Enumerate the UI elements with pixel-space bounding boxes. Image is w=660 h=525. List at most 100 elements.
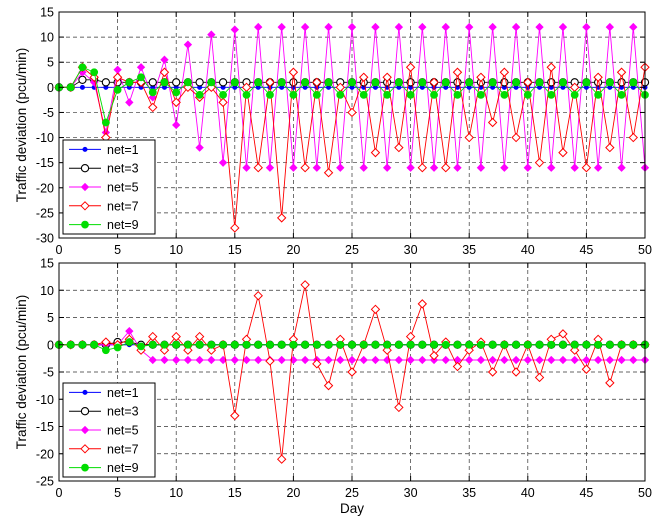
data-point	[323, 380, 334, 391]
legend-item: net=5	[69, 424, 139, 438]
data-point	[418, 78, 427, 87]
data-point	[535, 78, 544, 87]
data-point	[465, 355, 474, 365]
data-point	[148, 78, 157, 87]
data-point	[582, 78, 591, 87]
data-point	[148, 355, 157, 365]
data-point	[254, 78, 263, 87]
data-point	[336, 90, 345, 99]
legend-marker	[80, 164, 90, 173]
data-point	[171, 97, 181, 108]
data-point	[629, 78, 638, 87]
data-point	[207, 30, 216, 39]
data-point	[324, 355, 333, 365]
legend-item: net=3	[69, 162, 139, 176]
data-point	[500, 340, 509, 349]
legend-label: net=9	[107, 218, 139, 232]
data-point	[336, 355, 345, 365]
data-point	[394, 22, 404, 32]
x-tick-label: 50	[638, 243, 652, 257]
data-point	[160, 340, 169, 349]
data-point	[594, 340, 603, 349]
data-point	[312, 163, 322, 172]
legend-marker	[80, 444, 90, 454]
y-axis-label: Traffic deviation (pcu/min)	[14, 295, 29, 450]
y-tick-label: -25	[36, 206, 54, 220]
legend-item: net=7	[69, 442, 139, 456]
data-point	[253, 290, 263, 301]
y-tick-label: 10	[40, 31, 54, 45]
data-point	[405, 331, 416, 342]
x-tick-label: 35	[462, 243, 476, 257]
y-tick-label: -10	[36, 393, 54, 407]
data-point	[418, 355, 427, 365]
data-point	[394, 78, 403, 87]
data-point	[523, 90, 532, 99]
data-point	[453, 340, 462, 349]
x-tick-label: 15	[228, 486, 242, 500]
data-point	[218, 78, 228, 87]
data-point	[371, 78, 380, 87]
data-point	[289, 163, 298, 172]
legend-label: net=3	[107, 405, 139, 419]
data-point	[382, 72, 392, 82]
data-point	[78, 75, 87, 84]
data-point	[558, 147, 568, 158]
data-point	[277, 355, 286, 365]
data-point	[476, 355, 486, 365]
data-point	[593, 72, 603, 82]
data-point	[488, 340, 497, 349]
data-point	[406, 340, 415, 349]
data-point	[582, 22, 591, 32]
data-point	[194, 331, 205, 342]
data-point	[265, 356, 275, 366]
data-point	[289, 90, 298, 99]
data-point	[101, 118, 110, 127]
legend: net=1 net=3 net=5 net=7 net=9	[62, 382, 156, 478]
data-point	[382, 163, 392, 172]
data-point	[500, 163, 509, 172]
data-point	[347, 355, 357, 365]
legend-marker	[80, 201, 90, 211]
y-tick-label: -5	[43, 366, 54, 380]
data-point	[523, 77, 533, 88]
data-point	[90, 68, 99, 77]
y-tick-label: -30	[36, 232, 54, 246]
y-tick-label: 5	[47, 56, 54, 70]
data-point	[148, 102, 158, 113]
data-point	[184, 78, 192, 87]
data-point	[160, 355, 169, 365]
data-point	[523, 340, 532, 349]
data-point	[301, 340, 310, 349]
data-point	[523, 355, 532, 365]
data-point	[78, 340, 87, 349]
legend-marker	[80, 407, 90, 416]
x-tick-label: 25	[345, 243, 359, 257]
data-point	[242, 355, 251, 365]
data-point	[148, 331, 158, 342]
data-point	[488, 22, 497, 32]
data-point	[277, 22, 286, 32]
data-point	[101, 337, 111, 347]
data-point	[172, 340, 181, 349]
data-point	[629, 22, 638, 32]
data-point	[430, 340, 438, 349]
legend-marker	[81, 463, 89, 472]
data-point	[242, 163, 251, 172]
data-point	[101, 346, 110, 355]
legend-item: net=3	[69, 405, 139, 419]
data-point	[570, 90, 579, 99]
data-point	[218, 158, 228, 167]
data-point	[300, 22, 310, 32]
data-point	[406, 163, 415, 172]
data-point	[535, 22, 544, 32]
x-tick-label: 0	[56, 243, 63, 257]
series-net-9	[55, 338, 649, 355]
data-point	[581, 364, 592, 374]
data-point	[405, 62, 416, 72]
data-point	[90, 340, 99, 349]
data-point	[535, 355, 544, 365]
data-point	[406, 355, 415, 365]
legend-marker	[80, 182, 90, 192]
legend: net=1 net=3 net=5 net=7 net=9	[62, 139, 156, 235]
